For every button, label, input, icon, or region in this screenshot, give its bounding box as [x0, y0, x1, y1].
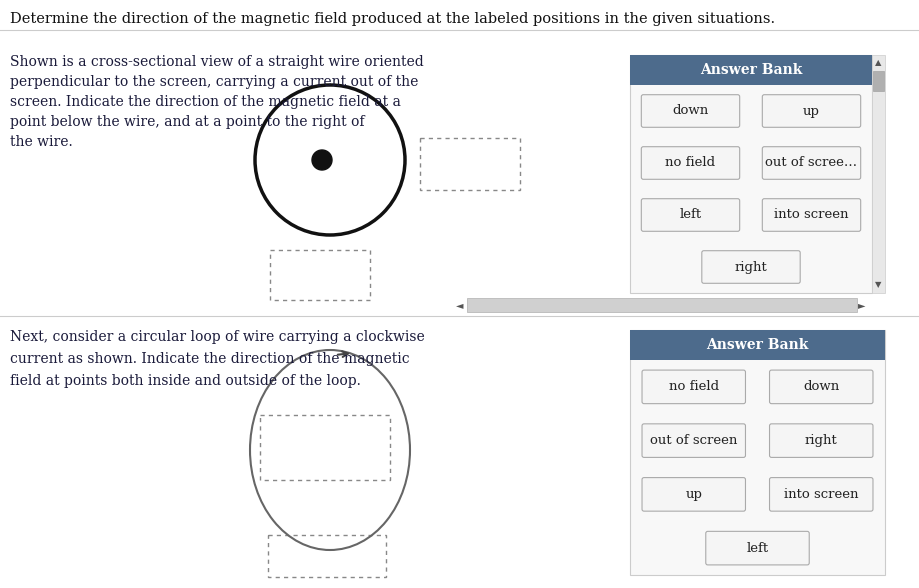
Text: right: right	[805, 434, 837, 447]
FancyBboxPatch shape	[872, 55, 885, 293]
Text: point below the wire, and at a point to the right of: point below the wire, and at a point to …	[10, 115, 365, 129]
Text: ▼: ▼	[875, 280, 881, 289]
FancyBboxPatch shape	[641, 146, 740, 179]
Text: out of scree…: out of scree…	[766, 156, 857, 169]
FancyBboxPatch shape	[769, 477, 873, 511]
FancyBboxPatch shape	[467, 298, 857, 312]
Text: down: down	[803, 380, 839, 393]
Text: no field: no field	[665, 156, 716, 169]
FancyBboxPatch shape	[641, 95, 740, 127]
Text: the wire.: the wire.	[10, 135, 73, 149]
Text: screen. Indicate the direction of the magnetic field at a: screen. Indicate the direction of the ma…	[10, 95, 401, 109]
FancyBboxPatch shape	[762, 146, 861, 179]
Text: Determine the direction of the magnetic field produced at the labeled positions : Determine the direction of the magnetic …	[10, 12, 775, 26]
FancyBboxPatch shape	[706, 532, 810, 565]
Text: down: down	[673, 105, 709, 118]
FancyBboxPatch shape	[630, 55, 872, 85]
Text: into screen: into screen	[784, 488, 858, 501]
Text: up: up	[686, 488, 702, 501]
FancyBboxPatch shape	[630, 330, 885, 575]
Text: left: left	[679, 209, 701, 222]
Text: out of screen: out of screen	[650, 434, 737, 447]
FancyBboxPatch shape	[702, 250, 800, 283]
Circle shape	[312, 150, 332, 170]
Text: no field: no field	[669, 380, 719, 393]
Text: ►: ►	[858, 300, 866, 310]
Text: right: right	[734, 260, 767, 273]
Text: Next, consider a circular loop of wire carrying a clockwise: Next, consider a circular loop of wire c…	[10, 330, 425, 344]
Text: left: left	[746, 542, 768, 554]
FancyBboxPatch shape	[762, 199, 861, 231]
Text: Answer Bank: Answer Bank	[699, 63, 802, 77]
FancyBboxPatch shape	[873, 71, 884, 91]
FancyBboxPatch shape	[630, 330, 885, 360]
FancyBboxPatch shape	[642, 370, 745, 403]
FancyBboxPatch shape	[641, 199, 740, 231]
Text: current as shown. Indicate the direction of the magnetic: current as shown. Indicate the direction…	[10, 352, 410, 366]
Text: into screen: into screen	[774, 209, 849, 222]
FancyBboxPatch shape	[769, 424, 873, 457]
Text: Answer Bank: Answer Bank	[707, 338, 809, 352]
Text: perpendicular to the screen, carrying a current out of the: perpendicular to the screen, carrying a …	[10, 75, 418, 89]
FancyBboxPatch shape	[762, 95, 861, 127]
FancyBboxPatch shape	[769, 370, 873, 403]
Text: ◄: ◄	[456, 300, 464, 310]
Text: up: up	[803, 105, 820, 118]
FancyBboxPatch shape	[642, 424, 745, 457]
FancyBboxPatch shape	[642, 477, 745, 511]
FancyBboxPatch shape	[630, 55, 872, 293]
Text: field at points both inside and outside of the loop.: field at points both inside and outside …	[10, 374, 361, 388]
Text: Shown is a cross-sectional view of a straight wire oriented: Shown is a cross-sectional view of a str…	[10, 55, 424, 69]
Text: ▲: ▲	[875, 58, 881, 68]
